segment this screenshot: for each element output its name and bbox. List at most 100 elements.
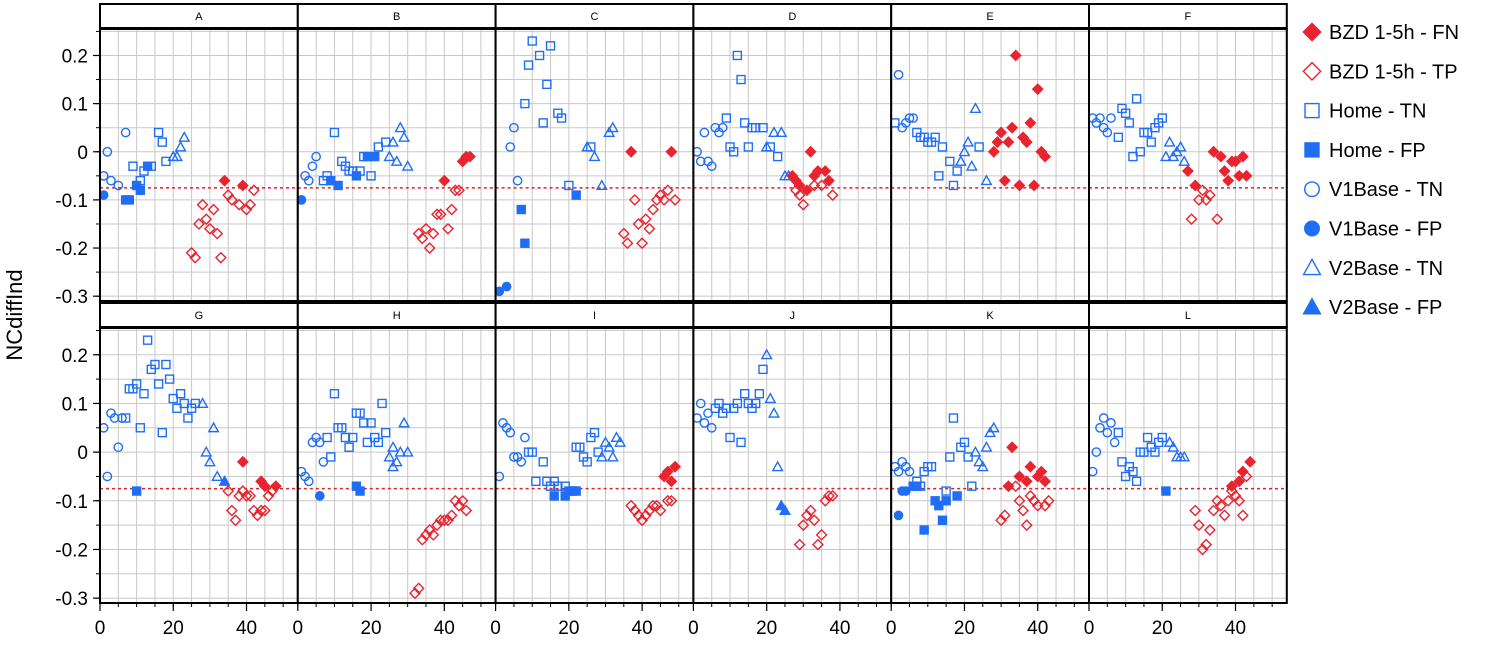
panel-strip — [296, 302, 497, 328]
point-bzd-1-5h-tp — [793, 538, 806, 551]
x-tick-label: 40 — [1027, 618, 1048, 639]
panel-g: G — [98, 302, 299, 604]
legend-item: V1Base - FP — [1304, 219, 1442, 241]
point-bzd-1-5h-tp — [240, 203, 253, 216]
point-v1base-tn — [1106, 418, 1116, 428]
point-home-tn — [959, 437, 970, 448]
point-home-tn — [135, 423, 145, 433]
point-bzd-1-5h-tp — [196, 198, 209, 211]
point-bzd-1-5h-tp — [240, 489, 253, 502]
point-home-tn — [926, 462, 937, 472]
point-bzd-1-5h-tp — [416, 232, 429, 245]
point-v1base-tn — [908, 113, 919, 123]
point-home-tn — [1113, 427, 1124, 438]
point-bzd-1-5h-tp — [412, 227, 425, 240]
point-bzd-1-5h-tp — [1185, 213, 1198, 226]
point-bzd-1-5h-tp — [185, 246, 198, 259]
point-bzd-1-5h-fn — [822, 174, 835, 187]
point-bzd-1-5h-tp — [203, 222, 216, 235]
legend-item: Home - TN — [1304, 101, 1426, 123]
point-v2base-tn — [599, 436, 612, 447]
point-v2base-tn — [760, 348, 773, 360]
point-bzd-1-5h-tp — [632, 218, 645, 230]
panel-d: D — [692, 3, 893, 302]
point-v2base-tn — [962, 135, 975, 147]
point-v1base-tn — [703, 408, 713, 419]
point-bzd-1-5h-tp — [189, 251, 202, 264]
point-bzd-1-5h-fn — [1236, 465, 1249, 478]
point-v2base-tn — [401, 445, 414, 457]
point-v1base-tn — [706, 422, 717, 433]
panel-label: L — [1185, 310, 1191, 322]
point-bzd-1-5h-tp — [222, 189, 235, 202]
point-bzd-1-5h-tp — [431, 519, 443, 532]
point-bzd-1-5h-tp — [665, 494, 678, 507]
legend-label: BZD 1-5h - TP — [1329, 61, 1458, 83]
legend-item: V2Base - TN — [1302, 258, 1443, 280]
point-bzd-1-5h-tp — [244, 489, 257, 502]
panel-label: E — [986, 11, 993, 23]
point-home-tn — [531, 476, 541, 487]
point-v1base-tn — [893, 466, 904, 477]
point-home-tn — [1157, 432, 1167, 443]
x-tick-label: 0 — [1084, 618, 1095, 639]
point-v1base-tn — [505, 427, 516, 438]
point-home-tn — [1128, 151, 1138, 162]
y-tick-label: -0.3 — [55, 287, 88, 308]
point-bzd-1-5h-fn — [665, 475, 678, 488]
point-bzd-1-5h-tp — [628, 193, 641, 206]
point-bzd-1-5h-tp — [442, 222, 454, 235]
y-tick-label: 0 — [77, 143, 88, 164]
point-home-tn — [120, 413, 131, 423]
point-bzd-1-5h-fn — [1207, 145, 1220, 158]
point-bzd-1-5h-tp — [636, 237, 649, 250]
point-home-tn — [161, 359, 171, 370]
point-v2base-tn — [387, 460, 400, 472]
point-bzd-1-5h-tp — [1203, 524, 1216, 536]
point-home-tn — [329, 127, 340, 138]
point-home-tn — [589, 427, 600, 438]
point-bzd-1-5h-tp — [445, 509, 458, 522]
point-bzd-1-5h-tp — [431, 208, 443, 221]
point-home-tn — [934, 171, 944, 181]
panels-layer: A B C D E F G H I J K L — [98, 3, 1288, 604]
point-home-tn — [175, 389, 186, 399]
point-bzd-1-5h-fn — [1013, 470, 1026, 483]
point-v2base-tn — [976, 460, 989, 472]
point-v2base-tn — [771, 460, 784, 472]
point-home-tn — [183, 413, 193, 423]
legend-label: Home - FP — [1329, 140, 1426, 162]
point-home-tn — [366, 171, 376, 181]
point-home-tn — [948, 413, 959, 423]
point-v2base-tn — [973, 455, 986, 467]
point-home-tn — [161, 156, 171, 167]
plot-area — [693, 328, 892, 603]
point-bzd-1-5h-fn — [1013, 179, 1026, 192]
panel-strip — [494, 302, 695, 328]
point-bzd-1-5h-tp — [1196, 184, 1209, 197]
point-home-tn — [520, 98, 530, 109]
point-bzd-1-5h-tp — [1200, 538, 1213, 551]
x-tick-label: 20 — [558, 618, 579, 639]
point-bzd-1-5h-tp — [661, 494, 674, 507]
point-home-tn — [732, 398, 743, 409]
point-bzd-1-5h-tp — [815, 179, 828, 192]
point-bzd-1-5h-fn — [1035, 465, 1048, 478]
legend-item: BZD 1-5h - FN — [1302, 22, 1459, 44]
point-bzd-1-5h-tp — [643, 504, 656, 517]
point-v2base-tn — [1163, 436, 1176, 447]
point-bzd-1-5h-tp — [1196, 543, 1209, 556]
point-v2base-tn — [387, 441, 400, 452]
point-home-tn — [337, 423, 347, 433]
point-v2base-tn — [167, 150, 180, 162]
plot-area — [693, 29, 892, 301]
panel-label: H — [393, 310, 401, 322]
panel-label: F — [1185, 11, 1192, 23]
point-v2base-tn — [383, 150, 396, 162]
point-home-tn — [948, 180, 959, 191]
x-tick-label: 40 — [829, 618, 850, 639]
point-home-fp — [952, 491, 962, 501]
point-v2base-tn — [207, 421, 220, 433]
point-v2base-tn — [401, 159, 414, 171]
point-home-tn — [1120, 108, 1131, 118]
